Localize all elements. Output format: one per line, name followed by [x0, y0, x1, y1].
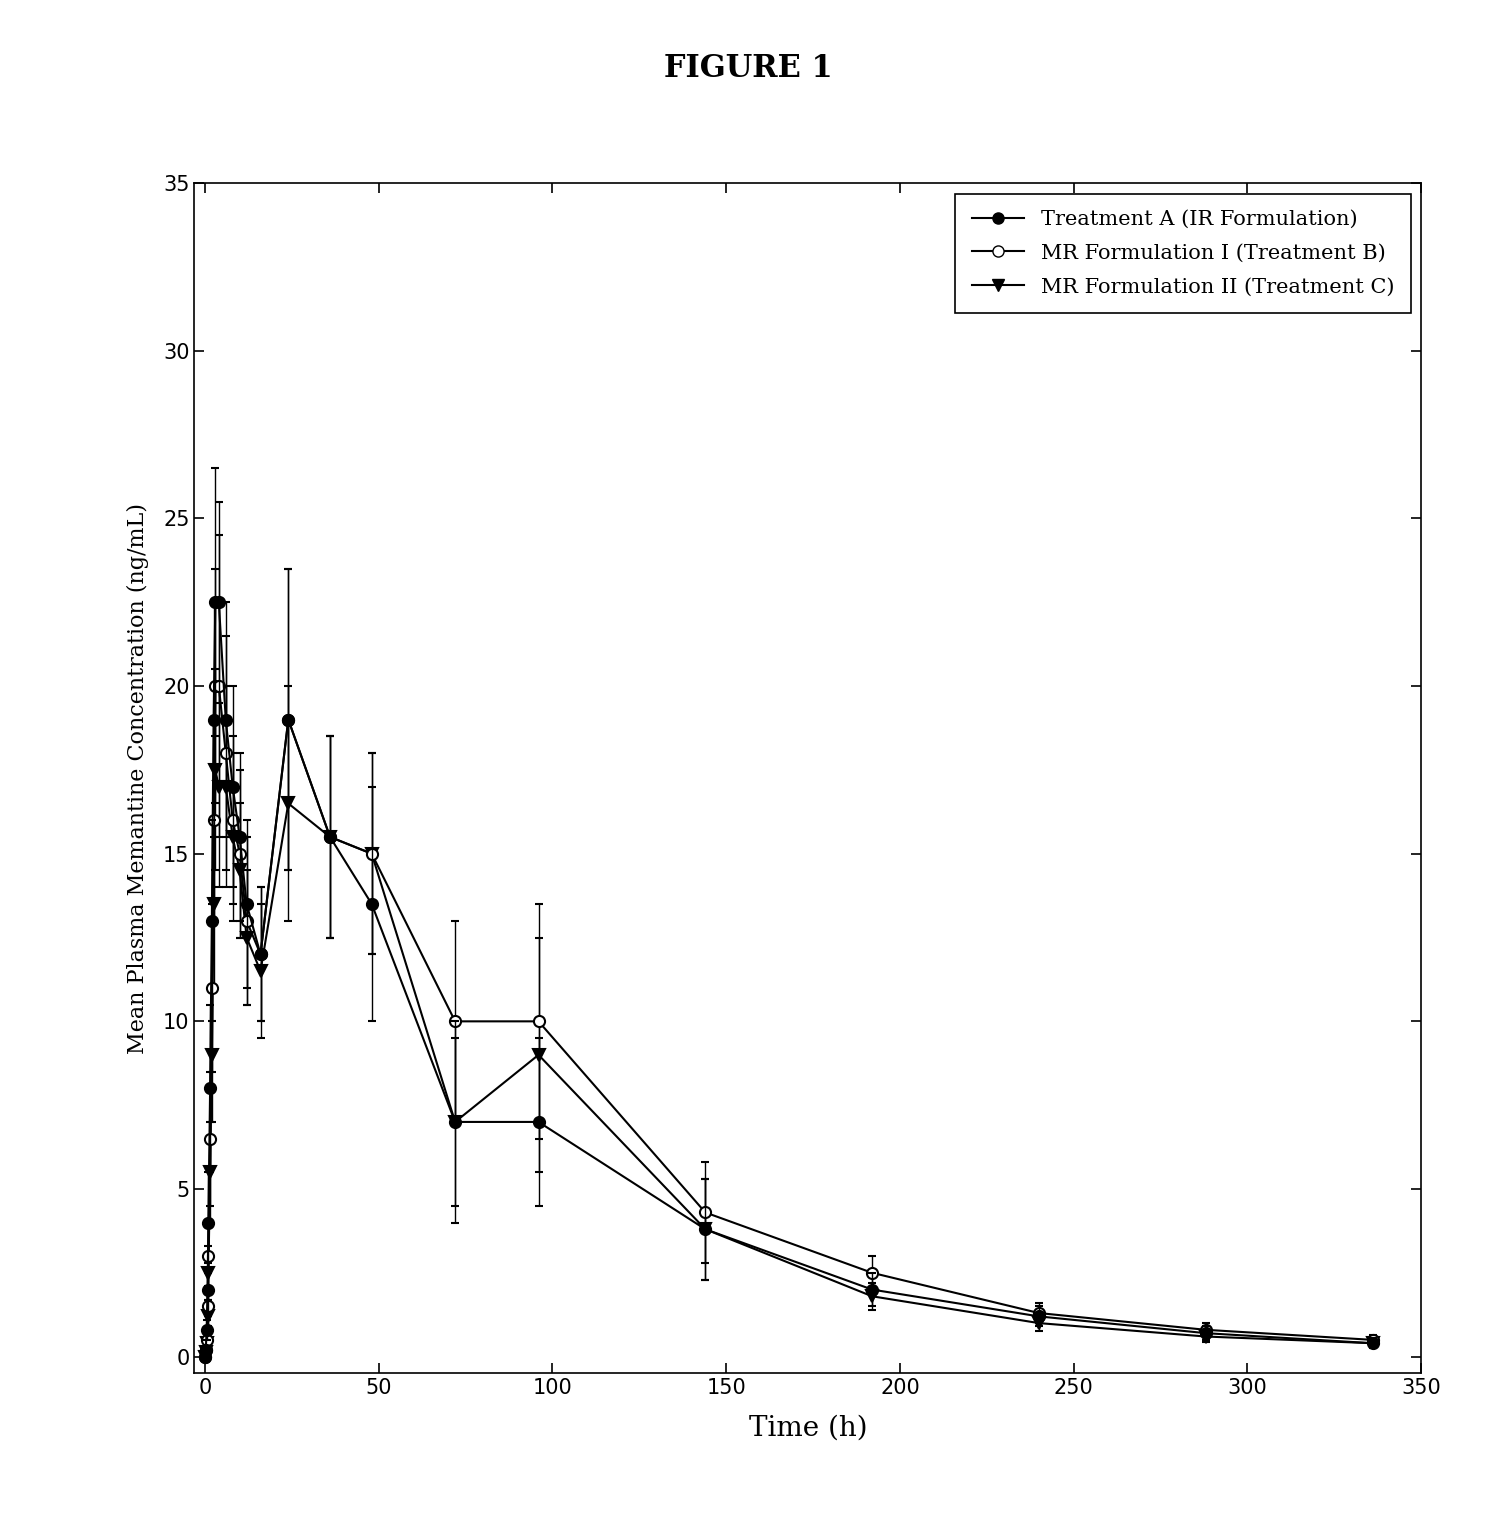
- Legend: Treatment A (IR Formulation), MR Formulation I (Treatment B), MR Formulation II : Treatment A (IR Formulation), MR Formula…: [956, 194, 1411, 313]
- Y-axis label: Mean Plasma Memantine Concentration (ng/mL): Mean Plasma Memantine Concentration (ng/…: [127, 502, 150, 1054]
- X-axis label: Time (h): Time (h): [748, 1415, 868, 1442]
- Text: FIGURE 1: FIGURE 1: [664, 53, 832, 84]
